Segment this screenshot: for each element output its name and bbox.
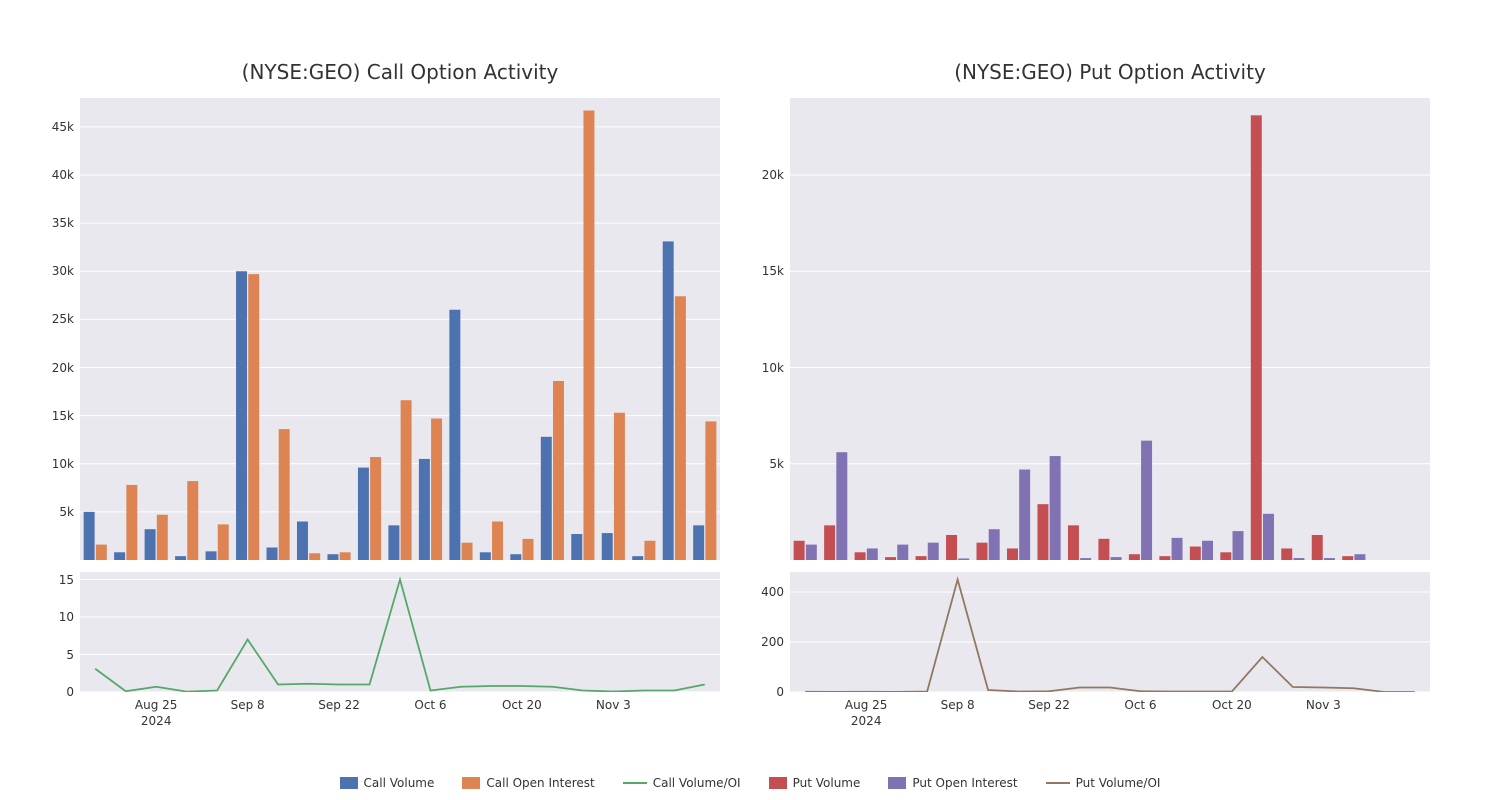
axis-tick-label: Aug 25 xyxy=(845,698,888,712)
legend-label: Put Volume/OI xyxy=(1076,776,1161,790)
axis-tick-label: 10k xyxy=(762,361,784,375)
axis-tick-label: Sep 22 xyxy=(318,698,360,712)
axis-tick-label: 40k xyxy=(52,168,74,182)
axis-tick-label: 5k xyxy=(59,505,74,519)
axis-tick-label: 0 xyxy=(776,685,784,699)
legend-swatch xyxy=(462,777,480,789)
legend-line xyxy=(1046,782,1070,784)
legend-swatch xyxy=(888,777,906,789)
axis-tick-label: Sep 22 xyxy=(1028,698,1070,712)
axis-tick-label: 20k xyxy=(762,168,784,182)
axis-tick-label: 30k xyxy=(52,264,74,278)
axis-tick-label: Oct 20 xyxy=(1212,698,1252,712)
legend: Call Volume Call Open Interest Call Volume… xyxy=(0,776,1500,790)
figure: (NYSE:GEO) Call Option Activity (NYSE:GE… xyxy=(0,0,1500,800)
axis-tick-label: Sep 8 xyxy=(941,698,975,712)
legend-swatch xyxy=(769,777,787,789)
legend-label: Put Volume xyxy=(793,776,861,790)
axis-tick-label: 45k xyxy=(52,120,74,134)
put-bar-panel xyxy=(790,98,1430,560)
legend-item: Call Open Interest xyxy=(462,776,594,790)
call-bar-panel xyxy=(80,98,720,560)
axis-tick-label: 0 xyxy=(66,685,74,699)
axis-tick-label: 15k xyxy=(762,264,784,278)
axis-tick-label: 10 xyxy=(59,610,74,624)
axis-tick-label: 2024 xyxy=(141,714,172,728)
axis-tick-label: 10k xyxy=(52,457,74,471)
axis-tick-label: 2024 xyxy=(851,714,882,728)
axis-tick-label: 20k xyxy=(52,361,74,375)
legend-label: Call Volume xyxy=(364,776,435,790)
axis-tick-label: 35k xyxy=(52,216,74,230)
legend-label: Put Open Interest xyxy=(912,776,1017,790)
call-line-panel xyxy=(80,572,720,692)
axis-tick-label: Sep 8 xyxy=(231,698,265,712)
axis-tick-label: 200 xyxy=(761,635,784,649)
legend-item: Put Volume/OI xyxy=(1046,776,1161,790)
put-chart-title: (NYSE:GEO) Put Option Activity xyxy=(790,60,1430,84)
axis-tick-label: 5k xyxy=(769,457,784,471)
legend-label: Call Open Interest xyxy=(486,776,594,790)
legend-line xyxy=(623,782,647,784)
legend-item: Call Volume/OI xyxy=(623,776,741,790)
axis-tick-label: 15 xyxy=(59,573,74,587)
legend-item: Call Volume xyxy=(340,776,435,790)
axis-tick-label: Nov 3 xyxy=(1306,698,1341,712)
axis-tick-label: Oct 20 xyxy=(502,698,542,712)
axis-tick-label: 15k xyxy=(52,409,74,423)
legend-swatch xyxy=(340,777,358,789)
legend-label: Call Volume/OI xyxy=(653,776,741,790)
axis-tick-label: 400 xyxy=(761,585,784,599)
axis-tick-label: Oct 6 xyxy=(414,698,446,712)
legend-item: Put Open Interest xyxy=(888,776,1017,790)
axis-tick-label: Oct 6 xyxy=(1124,698,1156,712)
axis-tick-label: Nov 3 xyxy=(596,698,631,712)
put-line-panel xyxy=(790,572,1430,692)
axis-tick-label: 5 xyxy=(66,648,74,662)
call-chart-title: (NYSE:GEO) Call Option Activity xyxy=(80,60,720,84)
legend-item: Put Volume xyxy=(769,776,861,790)
axis-tick-label: Aug 25 xyxy=(135,698,178,712)
axis-tick-label: 25k xyxy=(52,312,74,326)
